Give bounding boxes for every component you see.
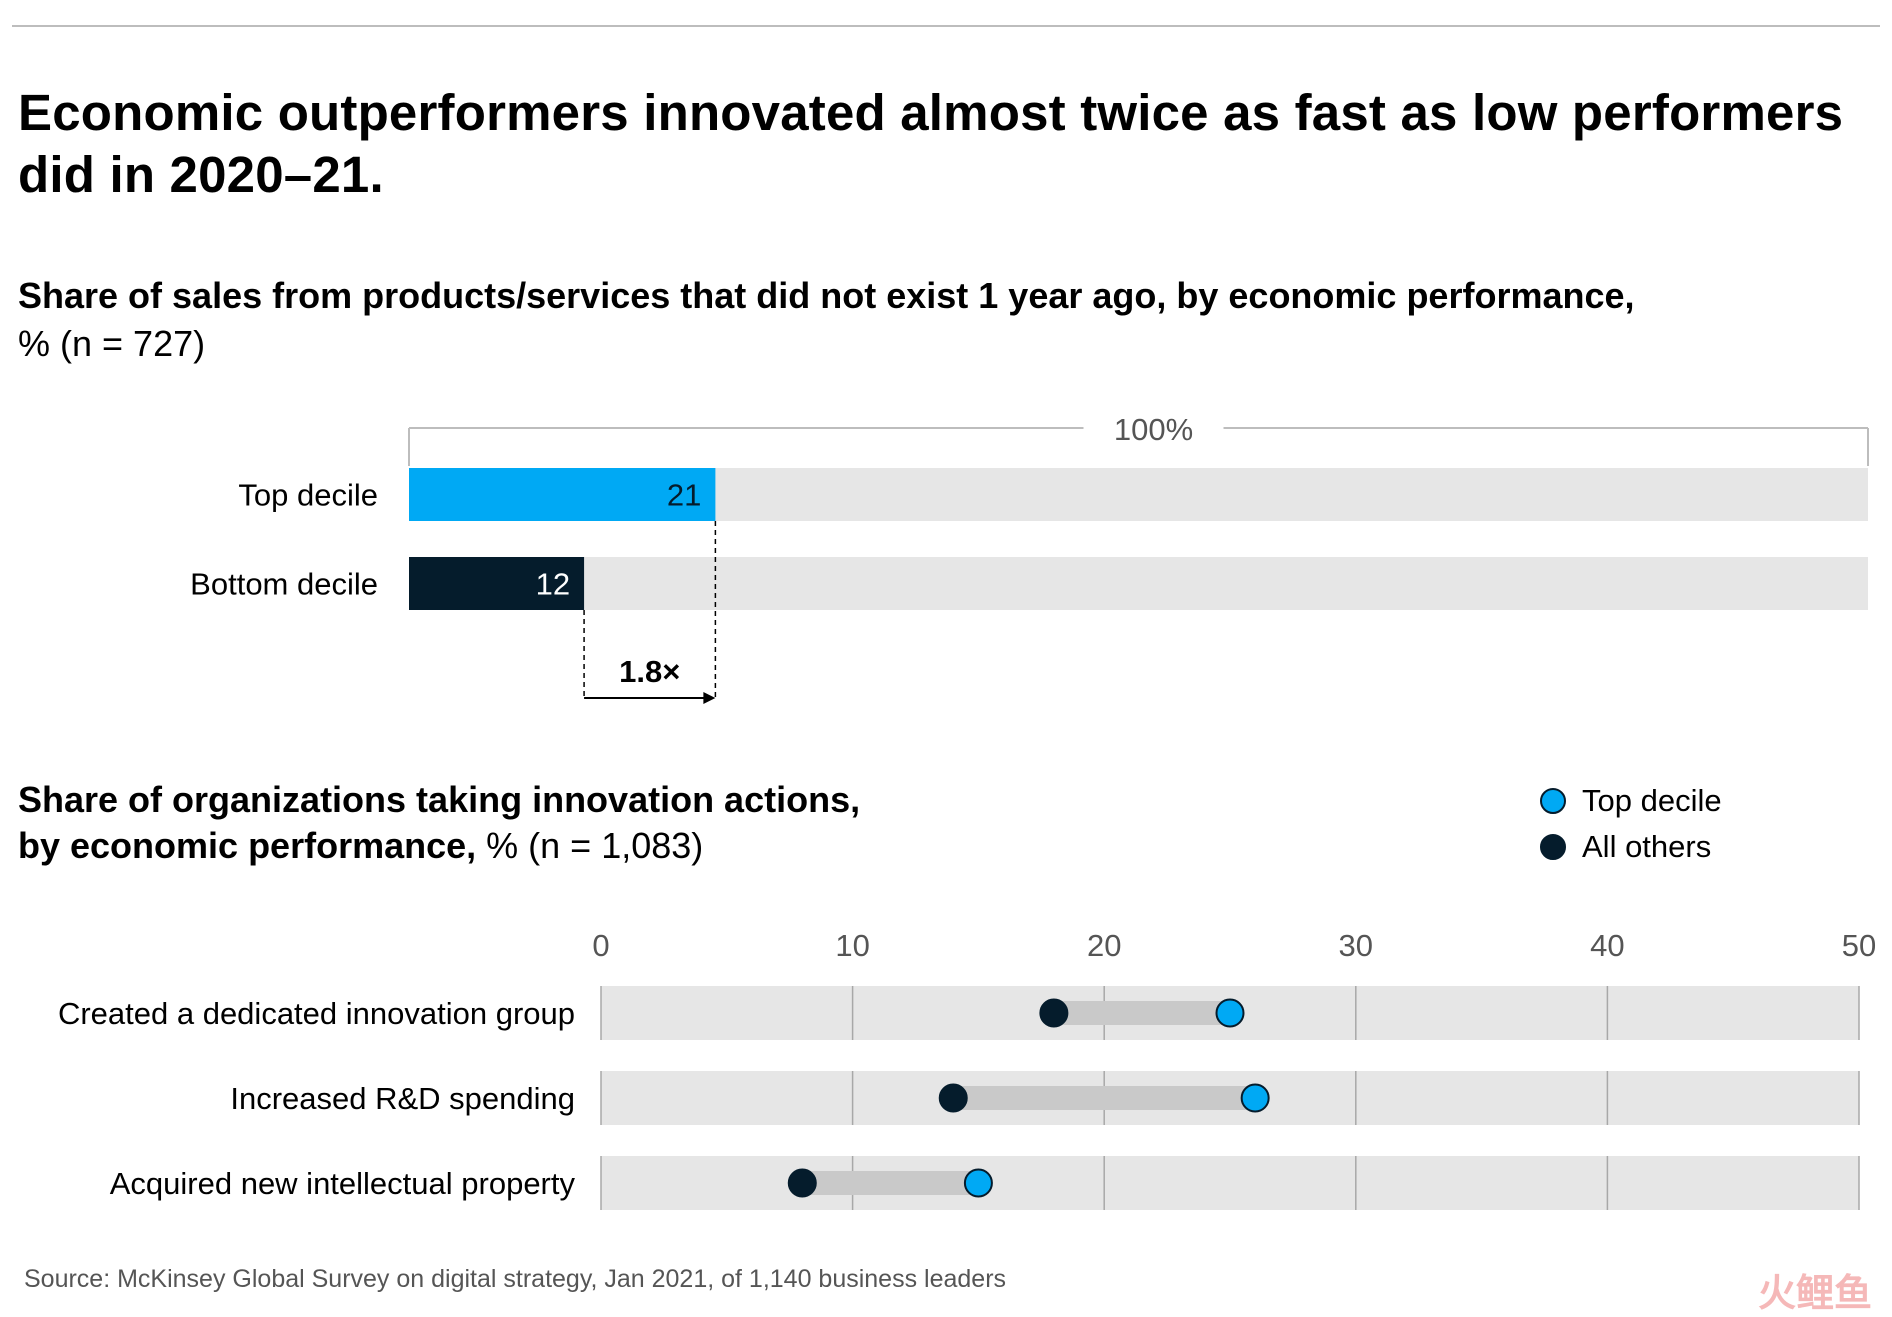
chart1-subtitle-rest: % (n = 727) bbox=[18, 323, 206, 364]
point-all-others-created-a-dedicated-innovation-group bbox=[1039, 998, 1069, 1028]
bar-bottom-decile bbox=[409, 557, 585, 610]
x-tick-label-0: 0 bbox=[592, 928, 609, 963]
point-all-others-acquired-new-intellectual-property bbox=[787, 1168, 817, 1198]
dumbbell-chart: 0 10 20 30 40 50 Created a dedicated innovatio… bbox=[58, 928, 1876, 1210]
source-note: Source: McKinsey Global Survey on digita… bbox=[24, 1265, 1007, 1293]
x-tick-label-30: 30 bbox=[1339, 928, 1373, 963]
chart2-subtitle-bold-1: Share of organizations taking innovation… bbox=[18, 779, 861, 820]
point-top-decile-acquired-new-intellectual-property bbox=[963, 1168, 993, 1198]
x-tick-label-10: 10 bbox=[835, 928, 869, 963]
category-label-created-a-dedicated-innovation-group: Created a dedicated innovation group bbox=[58, 996, 575, 1031]
range-bar-increased-r-d-spending bbox=[953, 1086, 1256, 1110]
legend-swatch-all-others bbox=[1540, 834, 1566, 860]
scale-label: 100% bbox=[1114, 412, 1193, 447]
chart1-subtitle-bold: Share of sales from products/services th… bbox=[18, 275, 1635, 316]
category-label-top-decile: Top decile bbox=[238, 478, 378, 513]
legend: Top decile All others bbox=[1540, 778, 1722, 870]
range-bar-created-a-dedicated-innovation-group bbox=[1053, 1001, 1230, 1025]
top-rule bbox=[12, 25, 1880, 27]
x-tick-label-40: 40 bbox=[1590, 928, 1624, 963]
legend-item-top-decile: Top decile bbox=[1540, 778, 1722, 824]
chart2-subtitle-rest: % (n = 1,083) bbox=[486, 825, 704, 866]
page-title: Economic outperformers innovated almost … bbox=[18, 84, 1844, 203]
chart2-subtitle: Share of organizations taking innovation… bbox=[18, 777, 1018, 869]
bar-top-decile bbox=[409, 468, 716, 521]
legend-label-top-decile: Top decile bbox=[1582, 783, 1722, 818]
watermark: 火鲤鱼 bbox=[1757, 1273, 1872, 1315]
data-label-top-decile: 21 bbox=[667, 478, 701, 513]
ratio-arrow-head bbox=[703, 692, 716, 704]
point-top-decile-created-a-dedicated-innovation-group bbox=[1215, 998, 1245, 1028]
point-top-decile-increased-r-d-spending bbox=[1240, 1083, 1270, 1113]
category-label-increased-r-d-spending: Increased R&D spending bbox=[230, 1081, 575, 1116]
chart2-subtitle-bold-2: by economic performance, bbox=[18, 825, 477, 866]
x-tick-label-20: 20 bbox=[1087, 928, 1121, 963]
category-label-acquired-new-intellectual-property: Acquired new intellectual property bbox=[110, 1166, 576, 1201]
chart1-subtitle: Share of sales from products/services th… bbox=[18, 272, 1878, 368]
point-all-others-increased-r-d-spending bbox=[938, 1083, 968, 1113]
x-tick-label-50: 50 bbox=[1842, 928, 1876, 963]
bar-chart: 100% Top decile 21 Bottom decile 12 1.8× bbox=[190, 412, 1869, 704]
bar-track-bottom-decile bbox=[409, 557, 1868, 610]
legend-label-all-others: All others bbox=[1582, 829, 1712, 864]
legend-swatch-top-decile bbox=[1540, 788, 1566, 814]
legend-item-all-others: All others bbox=[1540, 824, 1722, 870]
ratio-annotation: 1.8× bbox=[619, 654, 680, 689]
range-bar-acquired-new-intellectual-property bbox=[802, 1171, 979, 1195]
data-label-bottom-decile: 12 bbox=[536, 567, 570, 602]
category-label-bottom-decile: Bottom decile bbox=[190, 567, 378, 602]
